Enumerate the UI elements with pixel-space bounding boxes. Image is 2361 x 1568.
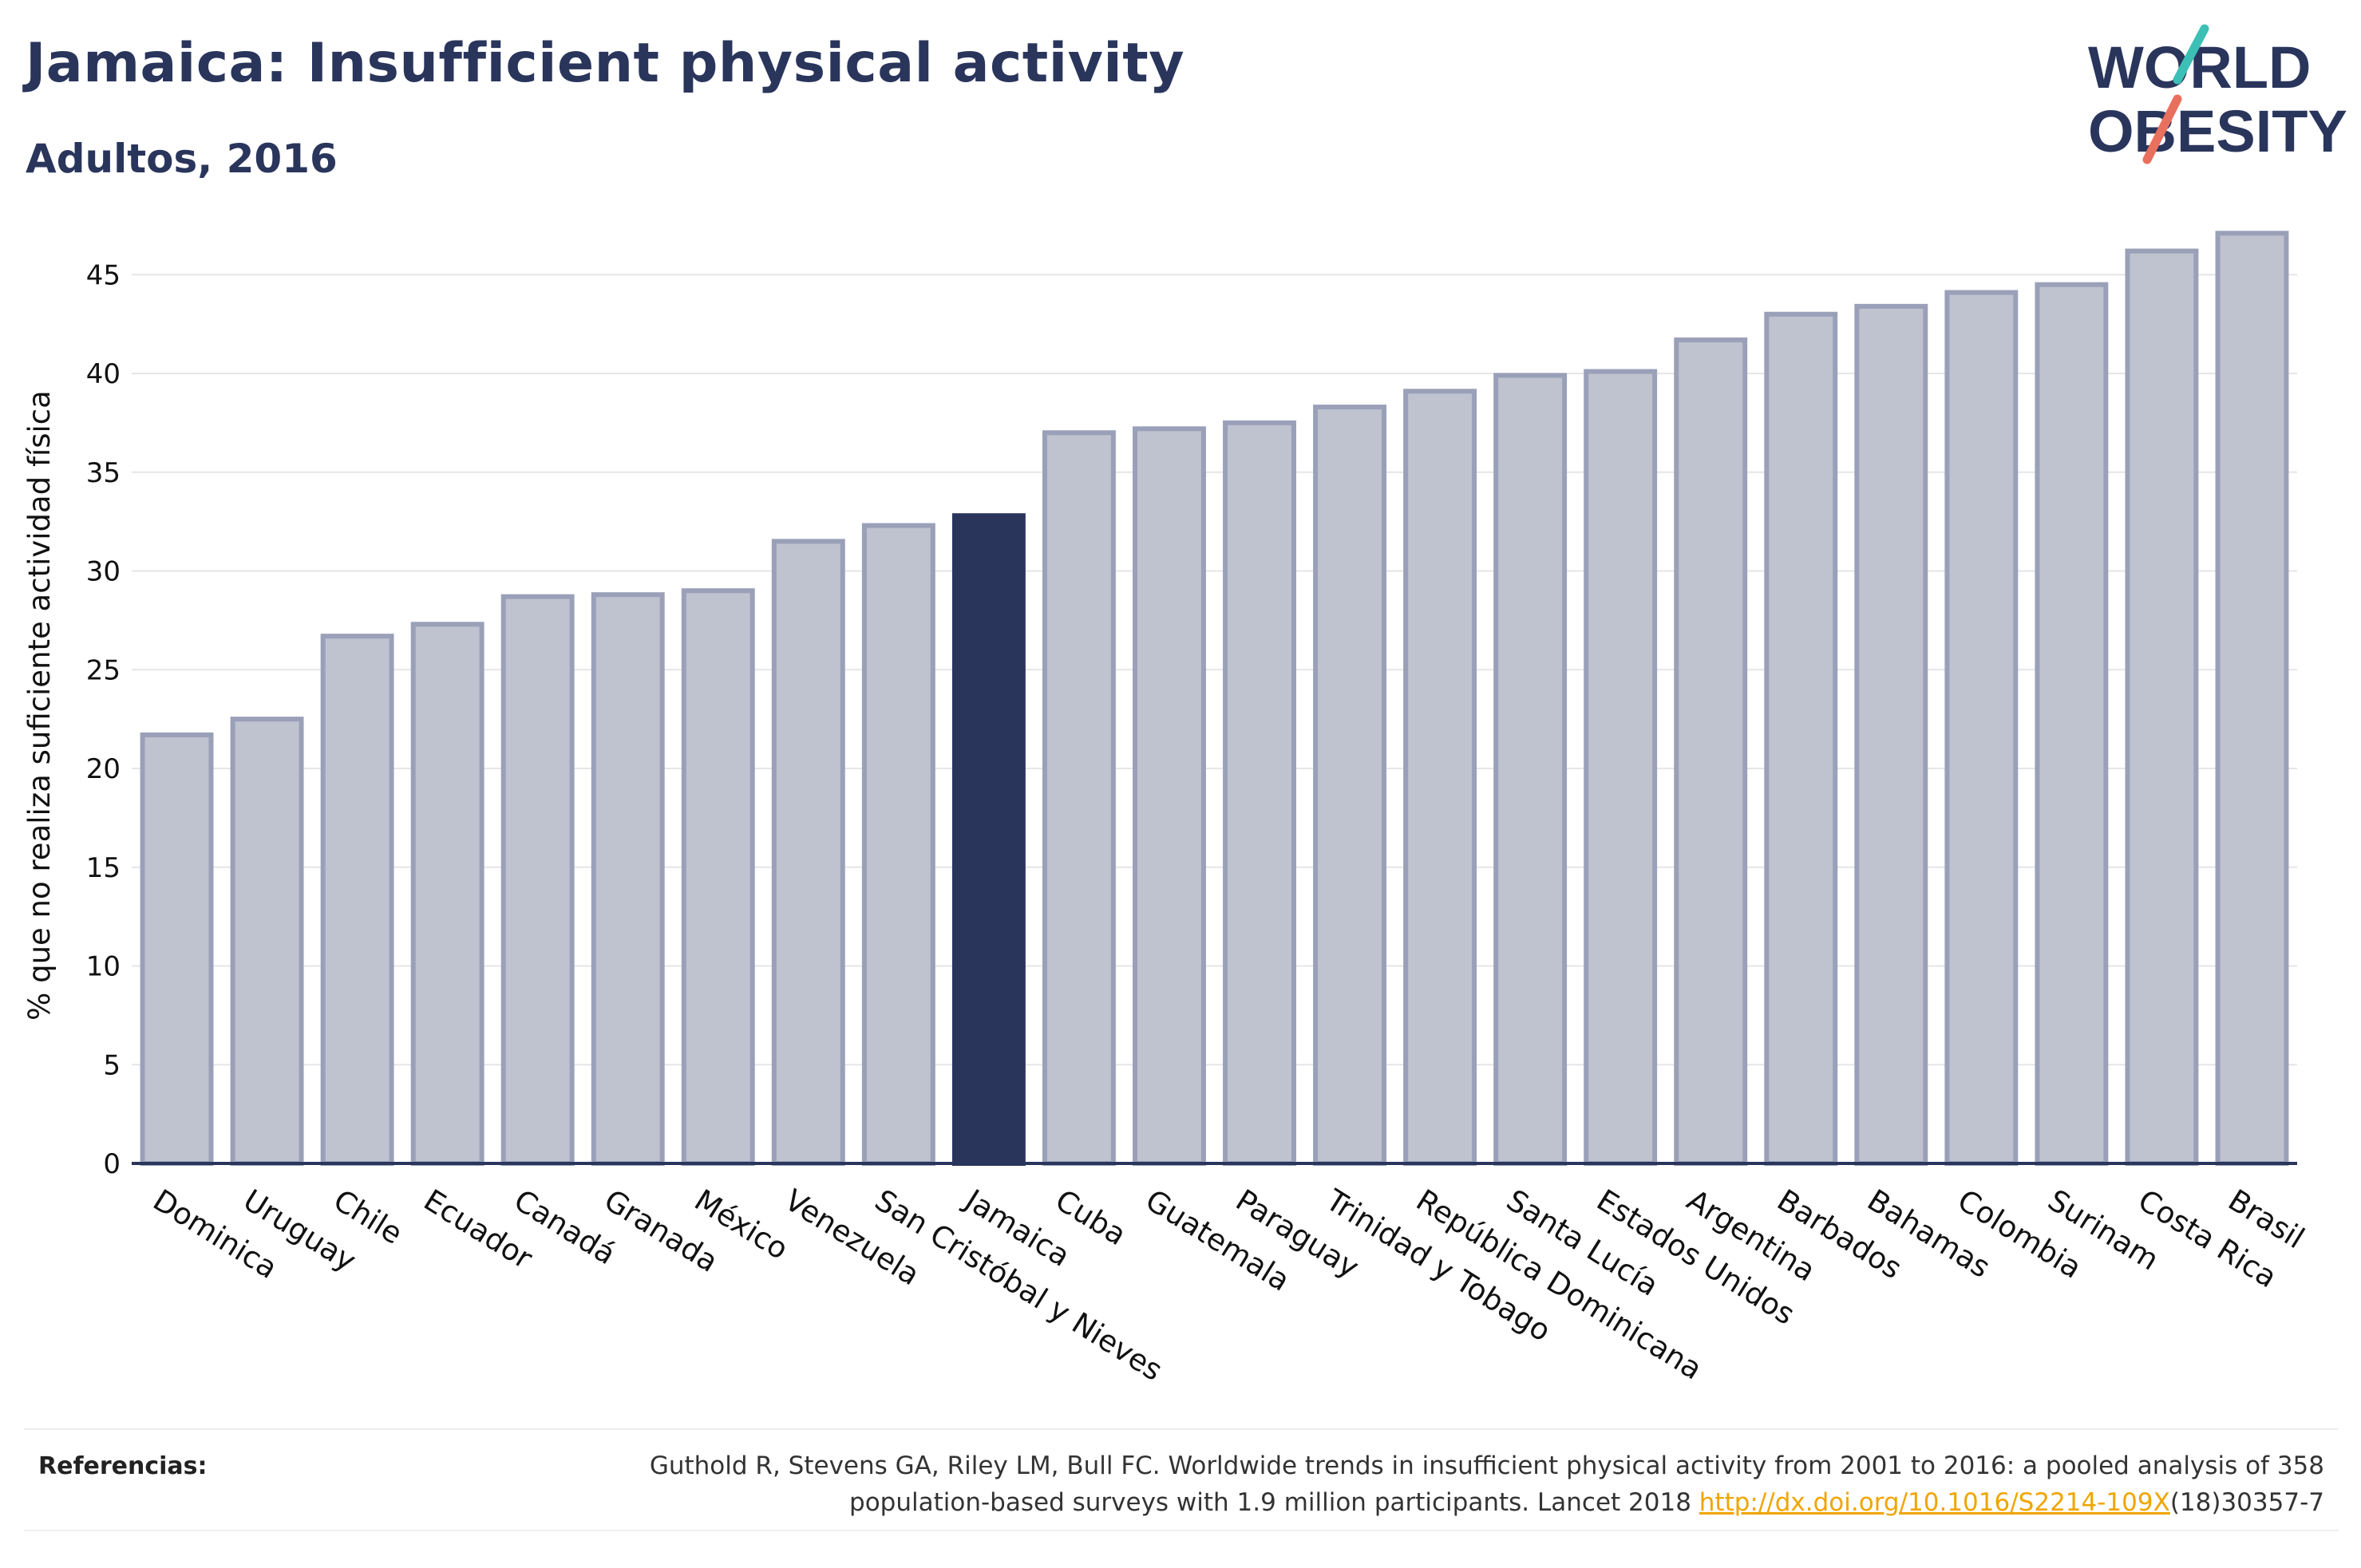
y-tick-label: 5 bbox=[103, 1049, 121, 1081]
bar bbox=[1403, 389, 1477, 1166]
y-tick-label: 0 bbox=[103, 1148, 121, 1180]
y-tick-label: 35 bbox=[86, 457, 121, 489]
bar bbox=[591, 592, 665, 1166]
bar bbox=[2035, 282, 2109, 1166]
bar bbox=[2125, 248, 2199, 1166]
logo-slash-teal bbox=[2173, 24, 2209, 85]
bar bbox=[1042, 430, 1116, 1166]
logo-text-obesity: OBESITY bbox=[2088, 98, 2347, 164]
bar bbox=[681, 588, 755, 1166]
bar bbox=[1313, 405, 1387, 1166]
y-tick-label: 40 bbox=[86, 358, 121, 390]
reference-doi-link[interactable]: http://dx.doi.org/10.1016/S2214-109X bbox=[1699, 1488, 2170, 1517]
bar bbox=[1584, 369, 1658, 1166]
bar bbox=[1854, 303, 1928, 1167]
bar bbox=[140, 732, 214, 1166]
bar bbox=[1223, 420, 1296, 1166]
world-obesity-logo: WORLD OBESITY bbox=[2088, 24, 2347, 164]
bar bbox=[1493, 373, 1568, 1167]
bar bbox=[410, 622, 484, 1166]
gridlines bbox=[132, 274, 2297, 1066]
bar bbox=[500, 594, 575, 1166]
y-axis-label: % que no realiza suficiente actividad fí… bbox=[22, 390, 57, 1021]
bar bbox=[1944, 290, 2019, 1166]
chart-subtitle: Adultos, 2016 bbox=[26, 136, 338, 182]
bar bbox=[320, 634, 394, 1166]
y-tick-label: 10 bbox=[86, 951, 121, 983]
bar bbox=[771, 539, 845, 1166]
chart-title: Jamaica: Insufficient physical activity bbox=[26, 32, 1185, 95]
references-panel: Referencias: Guthold R, Stevens GA, Rile… bbox=[24, 1428, 2339, 1531]
y-tick-label: 30 bbox=[86, 556, 121, 588]
y-tick-label: 20 bbox=[86, 753, 121, 785]
bar bbox=[1133, 426, 1206, 1166]
reference-line-2-start: population-based surveys with 1.9 millio… bbox=[849, 1488, 1699, 1517]
references-text: Guthold R, Stevens GA, Riley LM, Bull FC… bbox=[568, 1448, 2324, 1521]
y-tick-label: 45 bbox=[86, 259, 121, 291]
logo-slash-coral bbox=[2142, 94, 2182, 164]
bars bbox=[140, 231, 2289, 1167]
y-tick-label: 15 bbox=[86, 852, 121, 884]
bar bbox=[951, 513, 1026, 1166]
reference-line-2-end: (18)30357-7 bbox=[2169, 1488, 2324, 1517]
bar bbox=[861, 523, 935, 1166]
reference-line-1: Guthold R, Stevens GA, Riley LM, Bull FC… bbox=[649, 1451, 2324, 1480]
bar bbox=[1674, 337, 1748, 1166]
bar bbox=[230, 717, 304, 1166]
y-tick-label: 25 bbox=[86, 654, 121, 686]
bar bbox=[1764, 311, 1838, 1166]
bar bbox=[2215, 231, 2289, 1166]
references-label: Referencias: bbox=[38, 1452, 208, 1480]
